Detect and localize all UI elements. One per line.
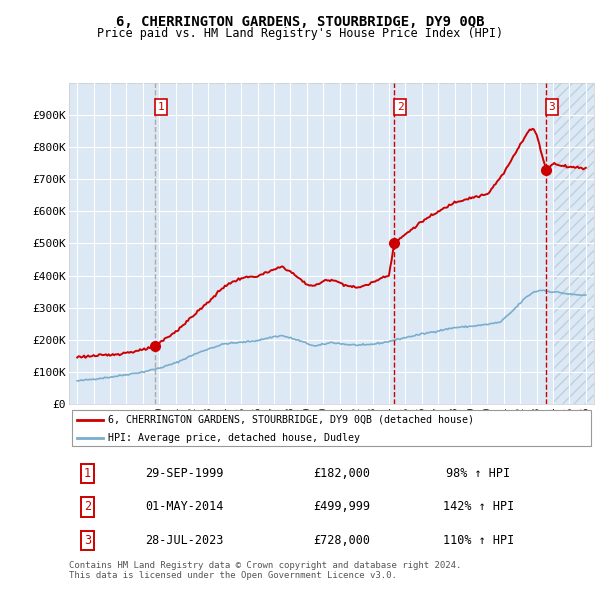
Text: Contains HM Land Registry data © Crown copyright and database right 2024.: Contains HM Land Registry data © Crown c…	[69, 560, 461, 569]
Text: Price paid vs. HM Land Registry's House Price Index (HPI): Price paid vs. HM Land Registry's House …	[97, 27, 503, 40]
Text: 1: 1	[84, 467, 91, 480]
Text: 142% ↑ HPI: 142% ↑ HPI	[443, 500, 514, 513]
Text: 110% ↑ HPI: 110% ↑ HPI	[443, 534, 514, 547]
Text: 28-JUL-2023: 28-JUL-2023	[145, 534, 224, 547]
Text: 6, CHERRINGTON GARDENS, STOURBRIDGE, DY9 0QB: 6, CHERRINGTON GARDENS, STOURBRIDGE, DY9…	[116, 15, 484, 29]
Text: 01-MAY-2014: 01-MAY-2014	[145, 500, 224, 513]
Text: 3: 3	[84, 534, 91, 547]
Bar	[553, 83, 600, 404]
Text: 29-SEP-1999: 29-SEP-1999	[145, 467, 224, 480]
Text: 1: 1	[158, 102, 164, 112]
Text: 3: 3	[548, 102, 556, 112]
FancyBboxPatch shape	[71, 410, 592, 447]
Text: 6, CHERRINGTON GARDENS, STOURBRIDGE, DY9 0QB (detached house): 6, CHERRINGTON GARDENS, STOURBRIDGE, DY9…	[109, 415, 475, 425]
Text: £728,000: £728,000	[314, 534, 371, 547]
Text: 2: 2	[397, 102, 404, 112]
Text: 2: 2	[84, 500, 91, 513]
Text: £499,999: £499,999	[314, 500, 371, 513]
Text: 98% ↑ HPI: 98% ↑ HPI	[446, 467, 511, 480]
Text: This data is licensed under the Open Government Licence v3.0.: This data is licensed under the Open Gov…	[69, 571, 397, 580]
Bar	[553, 83, 600, 404]
Text: HPI: Average price, detached house, Dudley: HPI: Average price, detached house, Dudl…	[109, 434, 361, 443]
Text: £182,000: £182,000	[314, 467, 371, 480]
